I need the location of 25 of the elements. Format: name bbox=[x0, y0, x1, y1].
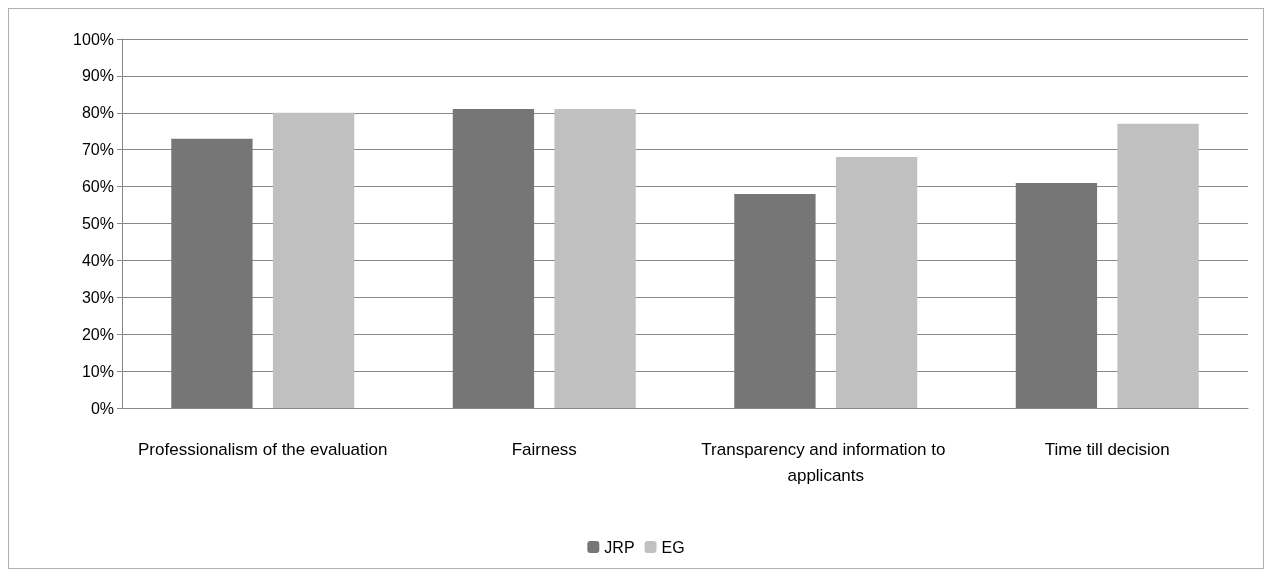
x-tick-label: Transparency and information to applicants bbox=[701, 439, 951, 485]
bar bbox=[554, 109, 636, 408]
bar bbox=[734, 193, 816, 408]
bar bbox=[1117, 123, 1199, 408]
y-tick-label: 20% bbox=[81, 325, 114, 343]
bar bbox=[171, 138, 253, 408]
y-tick-label: 0% bbox=[90, 399, 114, 417]
bar bbox=[835, 157, 918, 408]
legend-label: EG bbox=[661, 538, 685, 556]
bar bbox=[1015, 182, 1098, 408]
y-tick-label: 10% bbox=[81, 362, 114, 380]
x-tick-label: Fairness bbox=[511, 439, 577, 459]
y-tick-label: 50% bbox=[81, 215, 114, 232]
y-tick-label: 90% bbox=[81, 67, 114, 85]
x-tick-label: Professionalism of the evaluation bbox=[138, 439, 388, 459]
y-tick-label: 70% bbox=[81, 141, 114, 159]
y-tick-label: 30% bbox=[81, 288, 114, 306]
y-tick-label: 100% bbox=[73, 30, 114, 48]
y-tick-label: 40% bbox=[81, 251, 114, 269]
bar bbox=[272, 112, 355, 408]
y-tick-label: 80% bbox=[81, 104, 114, 122]
y-tick-label: 60% bbox=[81, 178, 114, 196]
bar bbox=[452, 109, 535, 408]
x-tick-label: Time till decision bbox=[1044, 439, 1170, 459]
legend-label: JRP bbox=[604, 538, 635, 556]
